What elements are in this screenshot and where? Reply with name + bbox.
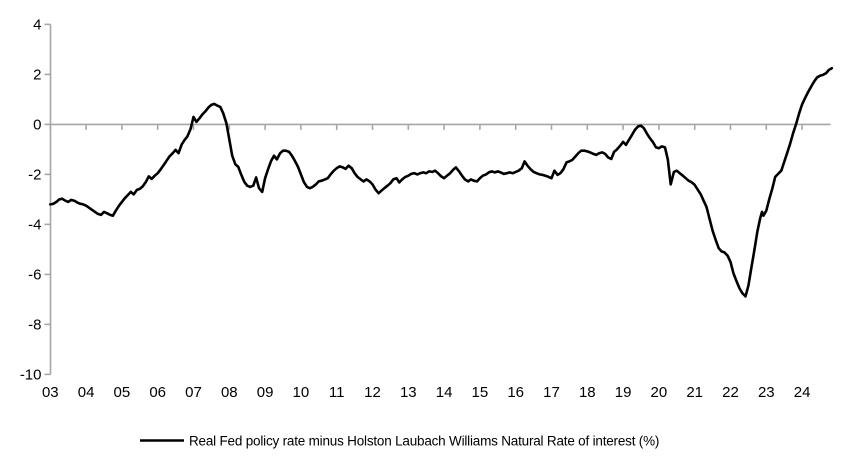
x-tick-label: 05	[114, 384, 131, 401]
x-tick-label: 10	[293, 384, 310, 401]
x-tick-label: 22	[722, 384, 739, 401]
x-tick-label: 20	[651, 384, 668, 401]
y-tick-label: -6	[28, 267, 41, 284]
axes	[44, 23, 831, 376]
data-series-line	[48, 66, 834, 298]
y-tick-label: -10	[20, 367, 42, 384]
y-tick-label: -8	[28, 317, 41, 334]
x-tick-label: 17	[543, 384, 560, 401]
y-tick-label: 0	[33, 117, 41, 134]
x-tick-label: 08	[221, 384, 238, 401]
x-tick-label: 18	[579, 384, 596, 401]
y-tick-label: -4	[28, 217, 41, 234]
legend: Real Fed policy rate minus Holston Lauba…	[140, 433, 659, 448]
x-tick-label: 21	[686, 384, 703, 401]
y-tick-label: -2	[28, 167, 41, 184]
x-tick-label: 07	[185, 384, 202, 401]
y-axis-labels: 4 2 0 -2 -4 -6 -8 -10	[20, 17, 42, 384]
x-tick-label: 12	[364, 384, 381, 401]
x-tick-label: 15	[472, 384, 489, 401]
y-tick-label: 2	[33, 67, 41, 84]
legend-series-label: Real Fed policy rate minus Holston Lauba…	[189, 433, 659, 448]
x-tick-label: 03	[42, 384, 59, 401]
x-tick-label: 24	[794, 384, 811, 401]
x-tick-label: 04	[78, 384, 95, 401]
x-tick-label: 09	[257, 384, 274, 401]
x-tick-label: 11	[329, 384, 345, 401]
x-tick-label: 19	[615, 384, 632, 401]
x-tick-label: 14	[436, 384, 453, 401]
x-tick-label: 13	[400, 384, 417, 401]
x-tick-label: 23	[758, 384, 775, 401]
x-axis-labels: 03 04 05 06 07 08 09 10 11 12 13 14 15 16 17 18 19 20 21 22…	[42, 384, 810, 401]
x-tick-label: 16	[507, 384, 524, 401]
y-tick-label: 4	[33, 17, 41, 34]
data-series-group	[48, 66, 834, 298]
x-tick-label: 06	[149, 384, 166, 401]
